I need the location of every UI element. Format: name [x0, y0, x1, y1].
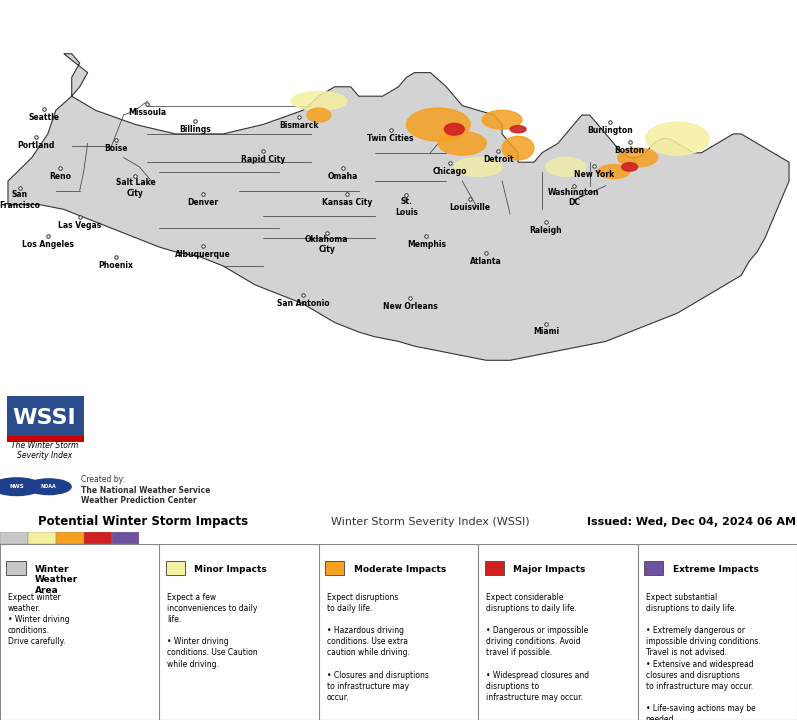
Ellipse shape — [502, 136, 534, 160]
Text: Las Vegas: Las Vegas — [58, 221, 101, 230]
Text: Boise: Boise — [104, 143, 128, 153]
Text: WSSI Overall: WSSI Overall — [323, 10, 474, 30]
Text: St.
Louis: St. Louis — [395, 197, 418, 217]
Ellipse shape — [510, 126, 526, 132]
Text: Expect winter
weather.
• Winter driving
conditions.
Drive carefully.: Expect winter weather. • Winter driving … — [8, 593, 69, 647]
Ellipse shape — [618, 148, 658, 167]
Text: New Orleans: New Orleans — [383, 302, 438, 310]
Text: Omaha: Omaha — [328, 172, 358, 181]
Bar — [84, 532, 112, 544]
Text: Winter Storm Severity Index (WSSI): Winter Storm Severity Index (WSSI) — [331, 517, 530, 527]
Text: Billings: Billings — [179, 125, 211, 134]
Text: Reno: Reno — [49, 172, 71, 181]
Bar — [28, 532, 56, 544]
Text: Extreme Impacts: Extreme Impacts — [673, 564, 759, 574]
Ellipse shape — [291, 91, 347, 110]
Text: Expect substantial
disruptions to daily life.

• Extremely dangerous or
impossib: Expect substantial disruptions to daily … — [646, 593, 760, 720]
Text: Kansas City: Kansas City — [321, 198, 372, 207]
Text: WSSI: WSSI — [13, 408, 77, 428]
Polygon shape — [8, 54, 789, 360]
Text: San Antonio: San Antonio — [277, 300, 329, 308]
Text: The National Weather Service: The National Weather Service — [80, 486, 210, 495]
Ellipse shape — [622, 163, 638, 171]
Bar — [7, 396, 84, 438]
Text: Minor Impacts: Minor Impacts — [194, 564, 267, 574]
Circle shape — [0, 478, 41, 495]
Bar — [485, 562, 504, 575]
Text: Twin Cities: Twin Cities — [367, 134, 414, 143]
Bar — [6, 562, 26, 575]
Text: Denver: Denver — [187, 198, 219, 207]
Bar — [166, 562, 185, 575]
Ellipse shape — [482, 110, 522, 129]
Text: Missoula: Missoula — [128, 108, 167, 117]
Text: Oklahoma
City: Oklahoma City — [305, 235, 348, 254]
Text: Salt Lake
City: Salt Lake City — [116, 179, 155, 198]
Text: Bismarck: Bismarck — [279, 121, 319, 130]
Bar — [644, 562, 663, 575]
Ellipse shape — [598, 165, 630, 179]
Ellipse shape — [406, 108, 470, 141]
Circle shape — [26, 479, 71, 495]
Bar — [325, 562, 344, 575]
Ellipse shape — [646, 122, 709, 155]
Text: Boston: Boston — [614, 146, 645, 155]
Text: Winter
Weather
Area: Winter Weather Area — [35, 564, 78, 595]
Text: The Winter Storm
Severity Index: The Winter Storm Severity Index — [11, 441, 78, 461]
Text: Phoenix: Phoenix — [98, 261, 133, 271]
Ellipse shape — [546, 158, 586, 176]
Text: Rapid City: Rapid City — [241, 156, 285, 164]
Bar — [112, 532, 139, 544]
Bar — [56, 532, 84, 544]
Text: Created by:: Created by: — [80, 475, 125, 484]
Text: Expect disruptions
to daily life.

• Hazardous driving
conditions. Use extra
cau: Expect disruptions to daily life. • Haza… — [327, 593, 429, 702]
Ellipse shape — [454, 158, 502, 176]
Text: Major Impacts: Major Impacts — [513, 564, 586, 574]
Text: Memphis: Memphis — [407, 240, 446, 249]
Text: Potential Winter Storm Impacts: Potential Winter Storm Impacts — [38, 516, 249, 528]
Text: Valid through Sat, Dec 07, 2024 01 AM ET: Valid through Sat, Dec 07, 2024 01 AM ET — [518, 13, 781, 27]
Bar — [0, 532, 28, 544]
Text: New York: New York — [574, 169, 614, 179]
Bar — [7, 436, 84, 442]
Text: Moderate Impacts: Moderate Impacts — [354, 564, 446, 574]
Text: Seattle: Seattle — [29, 113, 59, 122]
Text: Burlington: Burlington — [587, 126, 633, 135]
Text: NWS: NWS — [10, 485, 24, 489]
Text: Los Angeles: Los Angeles — [22, 240, 74, 249]
Text: Albuquerque: Albuquerque — [175, 250, 231, 258]
Text: Issued: Wed, Dec 04, 2024 06 AM ET: Issued: Wed, Dec 04, 2024 06 AM ET — [587, 517, 797, 527]
Text: San
Francisco: San Francisco — [0, 190, 41, 210]
Ellipse shape — [307, 108, 331, 122]
Text: NOAA: NOAA — [41, 485, 57, 489]
Text: Detroit: Detroit — [483, 156, 513, 164]
Text: Expect a few
inconveniences to daily
life.

• Winter driving
conditions. Use Cau: Expect a few inconveniences to daily lif… — [167, 593, 258, 669]
Text: Expect considerable
disruptions to daily life.

• Dangerous or impossible
drivin: Expect considerable disruptions to daily… — [486, 593, 589, 702]
Text: Louisville: Louisville — [450, 202, 491, 212]
Text: Atlanta: Atlanta — [470, 257, 502, 266]
Text: Raleigh: Raleigh — [530, 226, 562, 235]
Text: Miami: Miami — [533, 328, 559, 336]
Text: Washington
DC: Washington DC — [548, 188, 599, 207]
Ellipse shape — [444, 123, 464, 135]
Ellipse shape — [438, 132, 486, 155]
Text: Weather Prediction Center: Weather Prediction Center — [80, 496, 197, 505]
Text: Chicago: Chicago — [433, 167, 468, 176]
Text: Portland: Portland — [18, 141, 54, 150]
